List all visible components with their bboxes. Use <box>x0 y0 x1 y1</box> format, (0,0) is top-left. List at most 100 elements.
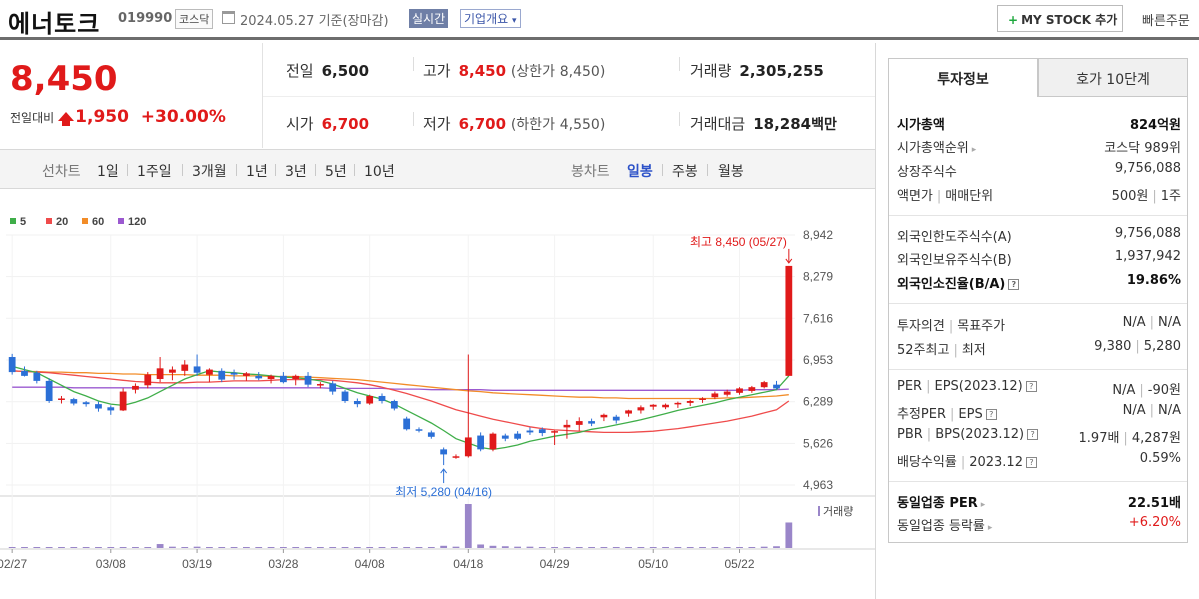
realtime-button[interactable]: 실시간 <box>409 9 449 28</box>
chevron-down-icon: ▾ <box>512 16 517 26</box>
volume-bar <box>686 547 694 548</box>
period-5y[interactable]: 5년 <box>325 164 347 180</box>
stock-code: 019990 <box>118 11 173 26</box>
volume-bar <box>279 547 287 548</box>
candle <box>156 368 164 380</box>
help-icon[interactable]: ? <box>1025 381 1037 392</box>
x-tick-label: 03/28 <box>268 557 298 571</box>
info-row-est-per: 추정PER | EPS? N/A | N/A <box>897 403 1181 422</box>
candle <box>736 388 743 393</box>
ma20-line <box>12 370 790 434</box>
volume-bar <box>144 547 152 548</box>
candle <box>403 418 411 430</box>
volume-bar <box>329 547 337 548</box>
ma5-line <box>12 365 790 451</box>
info-row-per: PER | EPS(2023.12)? N/A | -90원 <box>897 379 1181 398</box>
volume-bar <box>600 547 608 548</box>
y-tick-label: 7,616 <box>803 311 833 325</box>
x-tick-label: 03/08 <box>96 557 126 571</box>
candle <box>132 385 139 390</box>
candle <box>243 373 250 376</box>
current-price: 8,450 <box>10 59 118 99</box>
candle <box>723 391 731 395</box>
candle <box>316 384 324 386</box>
candle <box>144 374 152 386</box>
divider <box>679 57 680 137</box>
period-10y[interactable]: 10년 <box>364 164 395 180</box>
period-3y[interactable]: 3년 <box>285 164 307 180</box>
candle <box>452 456 460 458</box>
period-1d[interactable]: 1일 <box>97 164 119 180</box>
volume-bar <box>575 547 583 548</box>
candle <box>33 372 41 381</box>
y-tick-label: 6,289 <box>803 395 833 409</box>
candle <box>773 384 780 389</box>
info-row-market-cap-rank: 시가총액순위 ▸ 코스닥 989위 <box>897 141 1181 156</box>
volume-bar <box>378 547 386 548</box>
volume-bar <box>699 547 706 548</box>
volume-bar <box>304 547 312 548</box>
chevron-right-icon: ▸ <box>987 523 993 533</box>
low-annotation: 최저 5,280 (04/16) <box>395 485 492 499</box>
candle <box>255 375 263 379</box>
volume-bar <box>181 547 189 548</box>
corp-info-dropdown[interactable]: 기업개요 ▾ <box>460 9 521 28</box>
volume-bar <box>662 547 669 548</box>
volume-bar <box>206 547 213 548</box>
tab-order-book[interactable]: 호가 10단계 <box>1038 58 1188 97</box>
info-row-market-cap: 시가총액 824억원 <box>897 118 1181 133</box>
current-price-panel: 8,450 전일대비 1,950 +30.00% <box>0 43 263 148</box>
volume-bar <box>132 547 139 548</box>
volume-bar <box>243 547 250 548</box>
price-chart[interactable]: 8,942 8,279 7,616 6,953 6,289 5,626 4,963 02/27… <box>0 190 875 599</box>
help-icon[interactable]: ? <box>1027 429 1039 440</box>
low-arrow-head <box>440 468 448 474</box>
candle <box>206 369 213 375</box>
volume-label: 거래량 <box>823 505 853 518</box>
volume-bar <box>526 546 534 548</box>
calendar-icon <box>222 11 235 24</box>
volume-bar <box>637 547 645 548</box>
candle <box>760 382 768 388</box>
volume-bar <box>748 547 756 548</box>
candle <box>366 395 374 404</box>
candle-daily[interactable]: 일봉 <box>627 164 653 180</box>
add-my-stock-button[interactable]: + MY STOCK 추가 <box>997 5 1123 32</box>
volume-bar <box>390 547 398 548</box>
quick-order-link[interactable]: 빠른주문 <box>1142 14 1190 29</box>
volume-bar <box>551 547 558 548</box>
candle <box>119 391 127 411</box>
legend-label: 60 <box>92 216 104 228</box>
help-icon[interactable]: ? <box>1025 457 1037 468</box>
period-1w[interactable]: 1주일 <box>137 164 172 180</box>
divider <box>875 43 876 599</box>
candle <box>415 429 423 431</box>
volume-bar <box>785 522 793 548</box>
tab-invest-info[interactable]: 투자정보 <box>888 58 1038 97</box>
y-tick-label: 5,626 <box>803 436 833 450</box>
volume-bar <box>563 547 571 548</box>
y-tick-label: 4,963 <box>803 478 833 492</box>
candle <box>489 433 497 450</box>
period-3m[interactable]: 3개월 <box>192 164 227 180</box>
info-tabs: 투자정보 호가 10단계 <box>888 58 1188 97</box>
open-price: 시가 6,700 <box>286 115 370 133</box>
candle <box>193 366 201 373</box>
help-icon[interactable]: ? <box>985 409 997 420</box>
help-icon[interactable]: ? <box>1008 279 1020 290</box>
candle <box>477 435 485 450</box>
volume-bar <box>649 547 657 548</box>
candle-weekly[interactable]: 주봉 <box>672 164 698 180</box>
candle <box>699 398 706 400</box>
period-1y[interactable]: 1년 <box>246 164 268 180</box>
info-row-pbr: PBR | BPS(2023.12)? 1.97배 | 4,287원 <box>897 427 1181 446</box>
candle <box>600 414 608 418</box>
candle-monthly[interactable]: 월봉 <box>718 164 744 180</box>
invest-info-panel: 시가총액 824억원 시가총액순위 ▸ 코스닥 989위 상장주식수 9,756,088… <box>888 97 1188 543</box>
legend-label: 5 <box>20 216 26 228</box>
volume-bar <box>33 547 41 548</box>
candle <box>588 421 595 424</box>
x-tick-label: 04/08 <box>355 557 385 571</box>
high-price: 고가 8,450 (상한가 8,450) <box>423 62 606 80</box>
candle <box>526 430 534 433</box>
